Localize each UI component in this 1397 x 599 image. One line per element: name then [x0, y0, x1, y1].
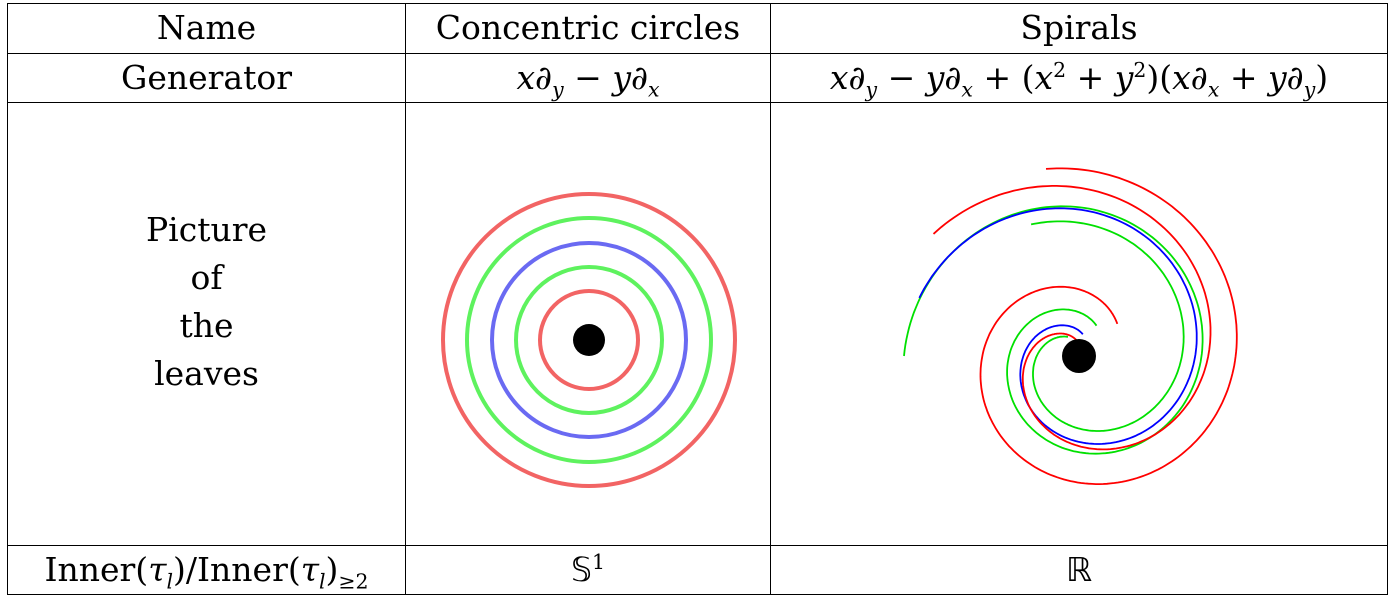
picture-row: Picture of the leaves	[7, 102, 1388, 546]
concentric-inner-cell: 𝕊1	[405, 545, 771, 595]
spirals-figure	[902, 167, 1238, 485]
name-row: Name Concentric circles Spirals	[7, 3, 1388, 54]
spirals-inner-cell: ℝ	[770, 545, 1388, 595]
circle-inner-red	[537, 288, 640, 391]
concentric-circles-figure	[440, 191, 737, 488]
concentric-generator-formula: x∂y − y∂x	[516, 57, 660, 102]
circle-green-inner	[513, 264, 664, 415]
spiral-green-inner	[1030, 220, 1185, 432]
spiral-red-outer	[979, 167, 1238, 485]
spiral-blue	[917, 206, 1198, 445]
circle-blue	[489, 240, 688, 439]
name-label: Name	[156, 8, 257, 48]
picture-label-line-1: Picture	[145, 210, 268, 249]
circle-group-symbol: 𝕊	[571, 549, 592, 589]
name-label-cell: Name	[7, 3, 406, 54]
concentric-picture-cell	[405, 102, 771, 546]
picture-label-line-2: of	[190, 258, 223, 297]
inner-label-formula: Inner(τl)/Inner(τl)≥2	[44, 549, 369, 594]
generator-row: Generator x∂y − y∂x x∂y − y∂x + (x2 + y2…	[7, 53, 1388, 103]
circle-outer-red	[440, 191, 737, 488]
spirals-name: Spirals	[1020, 8, 1138, 48]
inner-label-cell: Inner(τl)/Inner(τl)≥2	[7, 545, 406, 595]
picture-label-line-3: the	[179, 306, 234, 345]
circle-green-outer	[464, 215, 713, 464]
concentric-generator-cell: x∂y − y∂x	[405, 53, 771, 103]
spirals-name-cell: Spirals	[770, 3, 1388, 54]
generator-label-cell: Generator	[7, 53, 406, 103]
circle-group-superscript: 1	[591, 549, 605, 574]
concentric-name-cell: Concentric circles	[405, 3, 771, 54]
picture-label-line-4: leaves	[154, 354, 259, 393]
inner-row: Inner(τl)/Inner(τl)≥2 𝕊1 ℝ	[7, 545, 1388, 595]
spiral-red-inner	[932, 184, 1211, 450]
generator-label: Generator	[120, 57, 293, 97]
picture-label: Picture of the leaves	[8, 206, 405, 398]
spiral-center-dot	[1061, 338, 1096, 373]
concentric-name: Concentric circles	[435, 8, 741, 48]
leaf-comparison-table: Name Concentric circles Spirals Generato…	[7, 3, 1388, 595]
center-dot	[572, 323, 605, 356]
picture-label-cell: Picture of the leaves	[7, 102, 406, 546]
spirals-picture-cell	[770, 102, 1388, 546]
real-line-symbol: ℝ	[1065, 549, 1093, 589]
spiral-green-outer	[902, 204, 1203, 455]
spirals-generator-formula: x∂y − y∂x + (x2 + y2)(x∂x + y∂y)	[829, 57, 1329, 102]
spirals-generator-cell: x∂y − y∂x + (x2 + y2)(x∂x + y∂y)	[770, 53, 1388, 103]
